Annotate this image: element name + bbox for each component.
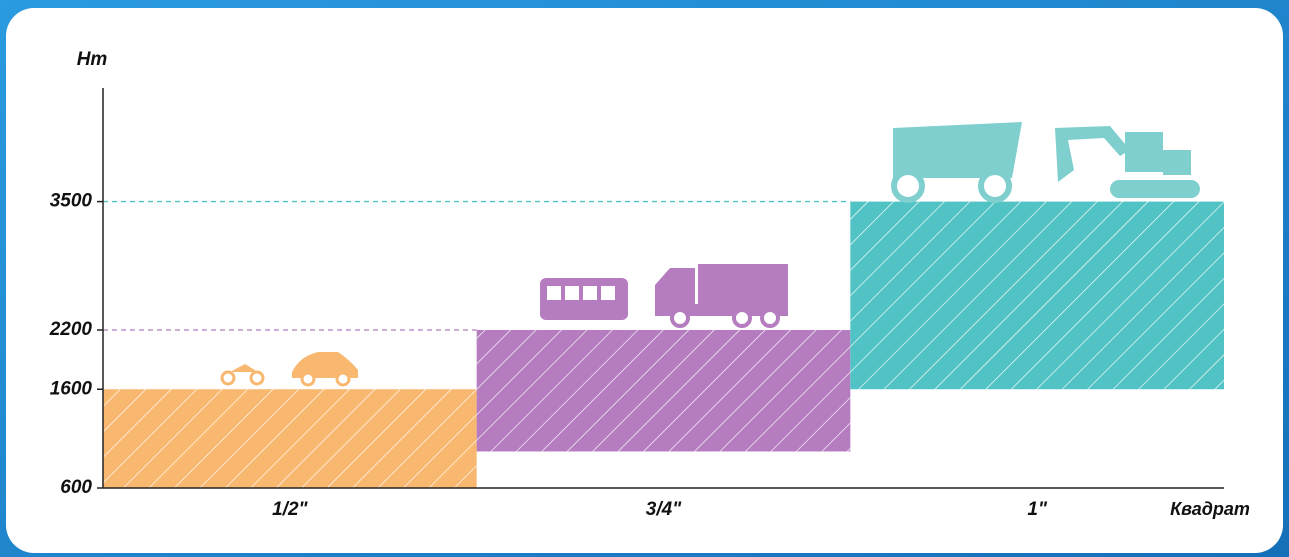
x-tick-label: 3/4"	[646, 499, 682, 520]
y-tick-label: 2200	[49, 319, 93, 340]
bar-hatch	[103, 389, 477, 488]
y-axis-label: Нm	[77, 49, 108, 70]
y-tick-label: 1600	[50, 378, 93, 399]
y-tick-label: 3500	[50, 191, 93, 212]
bar-hatch	[476, 329, 851, 452]
x-tick-label: 1"	[1027, 499, 1048, 520]
bar-hatch	[850, 201, 1224, 390]
icons	[220, 122, 1200, 387]
plot	[103, 200, 1224, 488]
x-axis-label: Квадрат	[1170, 499, 1250, 519]
y-tick-label: 600	[60, 477, 92, 498]
x-tick-label: 1/2"	[272, 499, 308, 520]
